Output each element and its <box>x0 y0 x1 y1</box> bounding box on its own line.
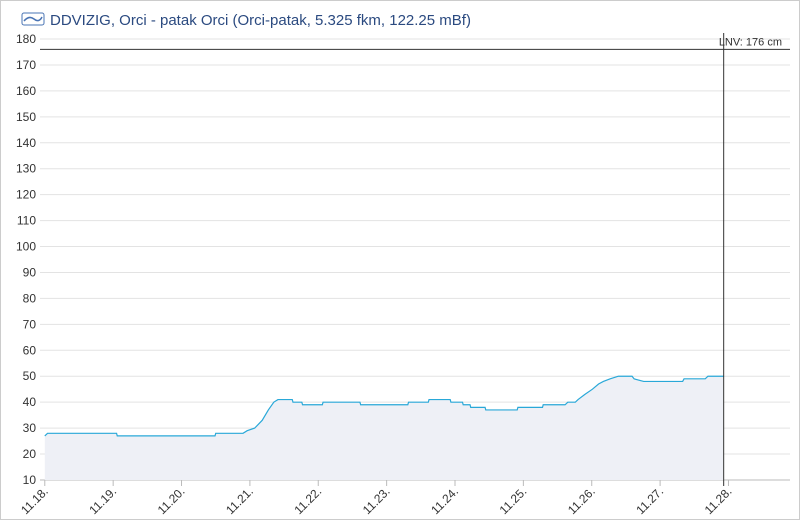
y-tick-label: 160 <box>16 84 36 98</box>
y-tick-label: 120 <box>16 188 36 202</box>
y-tick-label: 70 <box>23 317 37 331</box>
y-tick-label: 130 <box>16 162 36 176</box>
y-tick-label: 80 <box>23 291 37 305</box>
y-tick-label: 140 <box>16 136 36 150</box>
y-tick-label: 40 <box>23 395 37 409</box>
y-tick-label: 110 <box>17 214 36 228</box>
y-tick-label: 60 <box>23 343 37 357</box>
area <box>44 376 724 480</box>
y-tick-label: 20 <box>23 447 37 461</box>
reference-label: LNV: 176 cm <box>719 36 782 48</box>
y-tick-label: 180 <box>16 32 36 46</box>
chart-title: DDVIZIG, Orci - patak Orci (Orci-patak, … <box>50 12 471 29</box>
y-tick-label: 10 <box>23 473 37 487</box>
y-tick-label: 170 <box>16 58 36 72</box>
series-line <box>44 375 724 437</box>
y-tick-label: 30 <box>23 421 37 435</box>
y-tick-label: 50 <box>23 369 37 383</box>
logo-icon <box>21 12 45 26</box>
y-tick-label: 100 <box>16 240 36 254</box>
y-tick-label: 150 <box>16 110 36 124</box>
y-tick-label: 90 <box>23 265 37 279</box>
